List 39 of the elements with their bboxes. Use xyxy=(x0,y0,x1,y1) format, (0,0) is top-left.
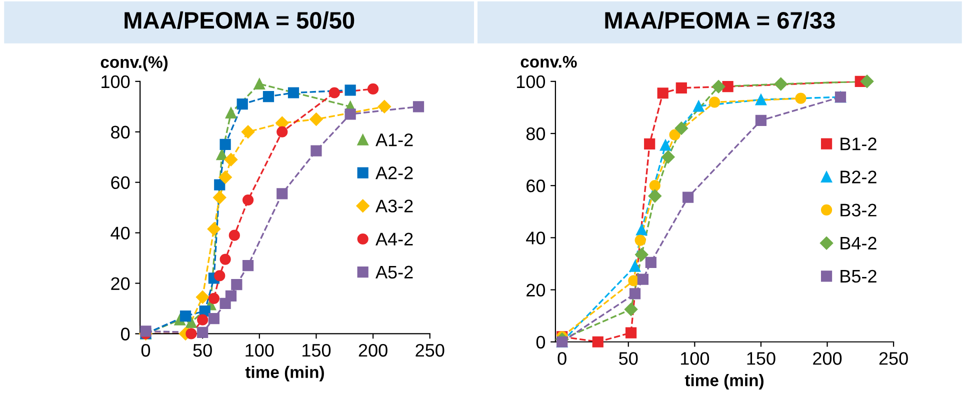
x-axis-title: time (min) xyxy=(245,366,324,382)
y-tick-label: 100 xyxy=(102,75,130,88)
x-tick-label: 50 xyxy=(193,344,212,357)
y-tick-label: 40 xyxy=(526,232,546,244)
y-tick-label: 80 xyxy=(526,127,546,140)
y-tick-label: 80 xyxy=(111,126,130,139)
legend-label: B1-2 xyxy=(840,138,876,150)
legend-label: A2-2 xyxy=(376,166,413,180)
y-tick-label: 0 xyxy=(121,328,130,340)
x-tick-label: 200 xyxy=(813,352,842,365)
x-tick-label: 150 xyxy=(747,352,776,365)
y-axis-title: conv.% xyxy=(520,56,577,68)
legend-label: A5-2 xyxy=(376,266,413,279)
y-tick-label: 60 xyxy=(111,176,130,190)
legend-label: A1-2 xyxy=(376,133,413,146)
y-tick-label: 20 xyxy=(526,284,546,297)
legend-label: B5-2 xyxy=(840,270,876,283)
legend-label: B4-2 xyxy=(840,236,876,250)
x-tick-label: 100 xyxy=(246,344,274,357)
y-tick-label: 20 xyxy=(111,277,130,290)
x-tick-label: 100 xyxy=(680,352,710,365)
chart-title: MAA/PEOMA = 67/33 xyxy=(605,11,835,29)
legend-label: A4-2 xyxy=(376,232,413,246)
y-tick-label: 100 xyxy=(516,75,546,88)
x-tick-label: 250 xyxy=(879,352,908,365)
x-tick-label: 250 xyxy=(416,344,444,357)
legend-label: B3-2 xyxy=(840,204,876,216)
y-tick-label: 40 xyxy=(110,226,130,240)
x-tick-label: 0 xyxy=(141,344,150,357)
legend-label: B2-2 xyxy=(840,170,876,184)
x-tick-label: 150 xyxy=(302,344,331,357)
x-tick-label: 200 xyxy=(358,344,388,357)
y-tick-label: 60 xyxy=(526,180,546,192)
y-axis-title: conv.(%) xyxy=(100,56,168,72)
x-tick-label: 0 xyxy=(558,352,566,365)
chart-title: MAA/PEOMA = 50/50 xyxy=(124,11,354,29)
legend-label: A3-2 xyxy=(376,200,413,212)
x-axis-title: time (min) xyxy=(684,374,764,390)
x-tick-label: 50 xyxy=(619,352,638,365)
